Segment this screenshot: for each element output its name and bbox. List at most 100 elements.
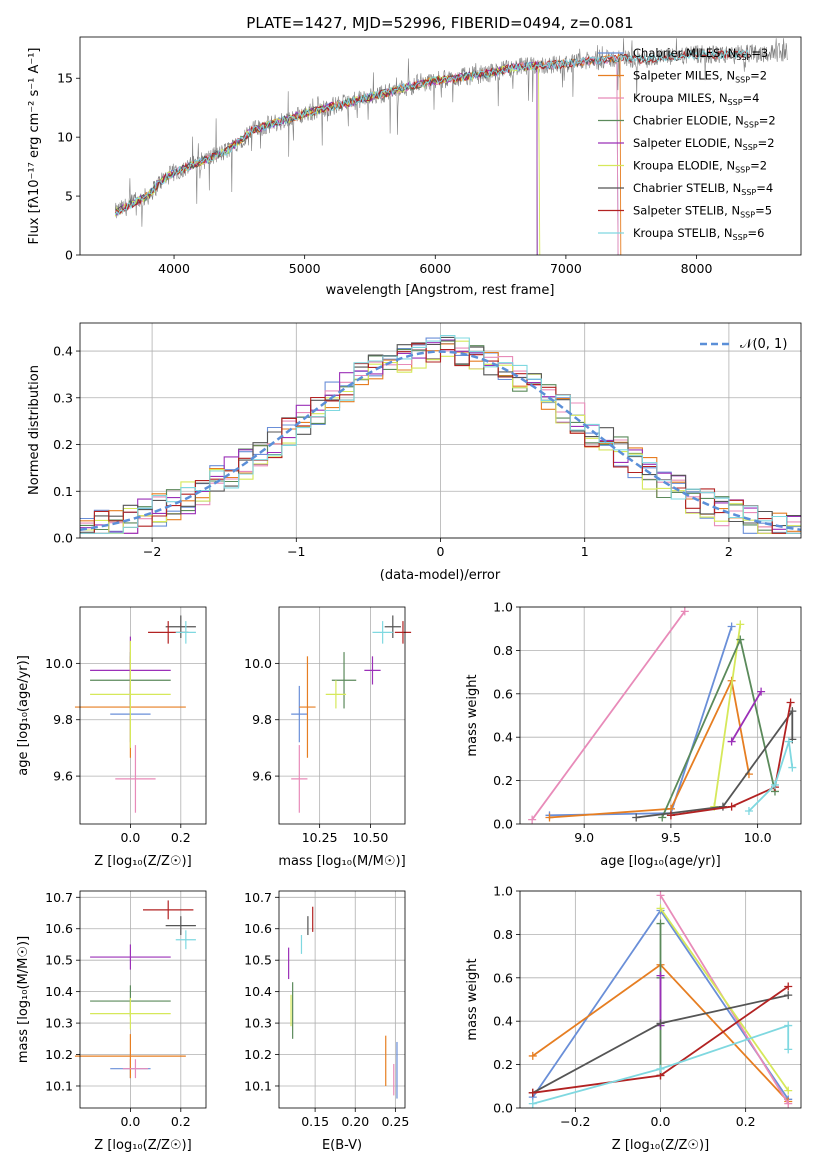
weight_vs_Z-ytick-label: 0.2 <box>493 1057 513 1072</box>
residuals-ylabel: Normed distribution <box>27 365 42 495</box>
age_vs_mass-ticks: 10.25 10.50 9.6 9.8 10.0 <box>244 656 388 845</box>
panel-mass_vs_ebv: 0.15 0.20 0.25 10.1 10.2 10.3 10.4 10.5 10.6 10.7… <box>244 890 409 1153</box>
residual-histogram-kroupa_stelib <box>80 335 801 534</box>
mass_vs_Z-xlabel: Z [log₁₀(Z/Z☉)] <box>94 1138 191 1153</box>
mass_vs_Z-ytick-label: 10.5 <box>45 953 73 968</box>
weight_vs_Z-ytick-label: 0.8 <box>493 927 513 942</box>
series-line-salpeter_stelib <box>670 702 792 817</box>
age_vs_Z-ylabel: age [log₁₀(age/yr)] <box>16 655 31 776</box>
weight_vs_age-ytick-label: 0.2 <box>493 773 513 788</box>
series-marker-chabrier_stelib <box>656 1019 665 1028</box>
mass_vs_ebv-ytick-label: 10.4 <box>244 984 272 999</box>
residuals-ytick-label: 0.4 <box>53 344 73 359</box>
series-marker-salpeter_stelib <box>786 698 795 707</box>
series-marker-kroupa_stelib <box>528 1099 537 1108</box>
series-marker-salpeter_miles <box>528 1051 537 1060</box>
spectrum-ylabel: Flux [fλ10⁻¹⁷ erg cm⁻² s⁻¹ A⁻¹] <box>27 48 42 245</box>
spectrum-axes <box>79 36 802 256</box>
spectrum-ytick-label: 5 <box>65 189 73 204</box>
weight_vs_age-ylabel: mass weight <box>465 674 480 756</box>
mass_vs_Z-axes <box>79 890 207 1109</box>
legend-label-salpeter_stelib: Salpeter STELIB, NSSP=5 <box>633 204 772 220</box>
mass_vs_ebv-xtick-label: 0.15 <box>301 1114 329 1129</box>
series-marker-salpeter_elodie <box>656 971 665 980</box>
weight_vs_Z-ticks: −0.2 0.0 0.2 0.0 0.2 0.4 0.6 0.8 1.0 <box>493 884 755 1130</box>
panel-age_vs_mass: 10.25 10.50 9.6 9.8 10.0 mass [log₁₀(M/M☉)] <box>244 606 412 869</box>
mass_vs_ebv-ytick-label: 10.3 <box>244 1016 272 1031</box>
residuals-xtick-label: −1 <box>287 544 305 559</box>
weight_vs_Z-ylabel: mass weight <box>465 958 480 1040</box>
weight_vs_age-xtick-label: 10.0 <box>744 830 772 845</box>
series-marker-salpeter_stelib <box>528 1088 537 1097</box>
weight_vs_Z-ytick-label: 1.0 <box>493 884 513 899</box>
spectrum-xtick-label: 6000 <box>419 261 451 276</box>
weight_vs_age-ytick-label: 0.4 <box>493 730 513 745</box>
weight_vs_Z-xlabel: Z [log₁₀(Z/Z☉)] <box>612 1138 709 1153</box>
age_vs_Z-xtick-label: 0.0 <box>120 830 140 845</box>
series-marker-chabrier_miles <box>727 622 736 631</box>
series-line-kroupa_miles <box>531 610 686 821</box>
mass_vs_ebv-ytick-label: 10.2 <box>244 1047 272 1062</box>
weight_vs_Z-xtick-label: 0.0 <box>651 1114 671 1129</box>
residuals-panel: −2 −1 0 1 2 0.0 0.1 0.2 0.3 0.4 (data-model)/erro… <box>27 322 802 583</box>
series-marker-kroupa_elodie <box>656 904 665 913</box>
residuals-ytick-label: 0.3 <box>53 390 73 405</box>
panel-weight_vs_Z: −0.2 0.0 0.2 0.0 0.2 0.4 0.6 0.8 1.0 Z [log₁₀(Z/Z… <box>465 884 802 1153</box>
age_vs_mass-xlabel: mass [log₁₀(M/M☉)] <box>278 854 405 869</box>
legend-label-kroupa_stelib: Kroupa STELIB, NSSP=6 <box>633 226 764 242</box>
series-marker-chabrier_elodie <box>736 635 745 644</box>
residuals-xlabel: (data-model)/error <box>380 568 501 583</box>
weight_vs_Z-xtick-label: 0.2 <box>736 1114 756 1129</box>
mass_vs_ebv-ytick-label: 10.5 <box>244 953 272 968</box>
weight_vs_age-axes <box>519 606 802 825</box>
age_vs_Z-xtick-label: 0.2 <box>171 830 191 845</box>
series-marker-kroupa_stelib <box>784 737 793 746</box>
series-marker-kroupa_stelib <box>784 1021 793 1030</box>
legend-label-chabrier_elodie: Chabrier ELODIE, NSSP=2 <box>633 114 776 130</box>
weight_vs_Z-xtick-label: −0.2 <box>560 1114 590 1129</box>
age_vs_mass-data <box>291 615 412 813</box>
series-line-chabrier_stelib <box>636 708 794 819</box>
mass_vs_Z-ytick-label: 10.7 <box>45 890 73 905</box>
legend-label-salpeter_elodie: Salpeter ELODIE, NSSP=2 <box>633 136 775 152</box>
age_vs_Z-xlabel: Z [log₁₀(Z/Z☉)] <box>94 854 191 869</box>
mass_vs_ebv-ytick-label: 10.1 <box>244 1078 272 1093</box>
legend-label-chabrier_stelib: Chabrier STELIB, NSSP=4 <box>633 181 773 197</box>
series-marker-kroupa_miles <box>784 1099 793 1108</box>
mass_vs_ebv-ytick-label: 10.6 <box>244 921 272 936</box>
series-marker-kroupa_stelib <box>770 780 779 789</box>
weight_vs_Z-axes <box>519 890 802 1109</box>
age_vs_mass-ytick-label: 10.0 <box>244 656 272 671</box>
weight_vs_Z-data <box>528 891 793 1108</box>
mass_vs_ebv-ytick-label: 10.7 <box>244 890 272 905</box>
spectrum-panel: PLATE=1427, MJD=52996, FIBERID=0494, z=0… <box>27 14 802 298</box>
series-marker-salpeter_miles <box>545 813 554 822</box>
series-marker-salpeter_elodie <box>727 737 736 746</box>
series-marker-chabrier_stelib <box>632 813 641 822</box>
panel-weight_vs_age: 9.0 9.5 10.0 0.0 0.2 0.4 0.6 0.8 1.0 age [log₁₀(a… <box>465 600 802 869</box>
mass_vs_Z-xtick-label: 0.2 <box>171 1114 191 1129</box>
series-marker-kroupa_elodie <box>736 620 745 629</box>
series-marker-kroupa_stelib <box>744 806 753 815</box>
series-line-salpeter_elodie <box>730 691 762 742</box>
residuals-xtick-label: 0 <box>437 544 445 559</box>
mass_vs_ebv-ticks: 0.15 0.20 0.25 10.1 10.2 10.3 10.4 10.5 10.6 10.7 <box>244 890 409 1129</box>
age_vs_mass-xtick-label: 10.50 <box>353 830 389 845</box>
spectrum-xtick-label: 4000 <box>158 261 190 276</box>
mass_vs_ebv-xtick-label: 0.25 <box>381 1114 409 1129</box>
weight_vs_age-ytick-label: 0.6 <box>493 686 513 701</box>
series-marker-kroupa_stelib <box>788 763 797 772</box>
legend-label-chabrier_miles: Chabrier MILES, NSSP=3 <box>633 46 768 62</box>
weight_vs_Z-ytick-label: 0.0 <box>493 1101 513 1116</box>
series-line-kroupa_stelib <box>748 741 794 812</box>
mass_vs_ebv-xtick-label: 0.20 <box>341 1114 369 1129</box>
weight_vs_age-ytick-label: 1.0 <box>493 600 513 615</box>
mass_vs_ebv-data <box>288 906 398 1099</box>
series-marker-kroupa_miles <box>656 891 665 900</box>
series-line-kroupa_elodie <box>659 907 789 1092</box>
age_vs_Z-ticks: 0.0 0.2 9.6 9.8 10.0 <box>45 656 191 845</box>
legend-label-kroupa_elodie: Kroupa ELODIE, NSSP=2 <box>633 159 767 175</box>
weight_vs_age-xlabel: age [log₁₀(age/yr)] <box>600 854 721 869</box>
series-marker-kroupa_miles <box>528 815 537 824</box>
